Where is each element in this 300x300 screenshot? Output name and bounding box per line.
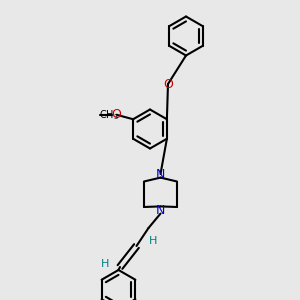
Text: N: N xyxy=(156,203,165,217)
Text: N: N xyxy=(156,167,165,181)
Text: H: H xyxy=(149,236,157,247)
Text: H: H xyxy=(101,259,109,269)
Text: O: O xyxy=(112,108,122,121)
Text: O: O xyxy=(163,77,173,91)
Text: CH$_3$: CH$_3$ xyxy=(99,108,118,122)
